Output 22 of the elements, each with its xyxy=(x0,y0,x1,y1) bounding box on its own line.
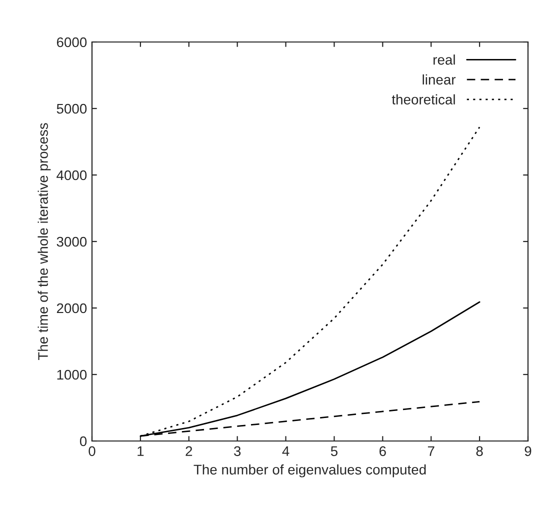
x-tick-label: 3 xyxy=(234,446,241,456)
x-tick-label: 9 xyxy=(524,446,532,456)
legend-label: theoretical xyxy=(392,94,455,104)
legend-label: linear xyxy=(422,74,456,85)
y-tick-label: 1000 xyxy=(57,370,87,380)
y-axis-title: The time of the whole iterative process xyxy=(38,123,51,360)
x-tick-label: 8 xyxy=(476,446,483,456)
y-tick-label: 4000 xyxy=(56,170,87,180)
x-tick-label: 4 xyxy=(282,446,290,456)
legend-label: real xyxy=(434,54,455,65)
x-tick-label: 5 xyxy=(330,446,338,456)
x-tick-label: 6 xyxy=(380,446,386,456)
x-tick-label: 1 xyxy=(138,446,144,456)
y-tick-label: 5000 xyxy=(56,104,87,114)
y-tick-label: 3000 xyxy=(56,236,87,247)
y-tick-label: 2000 xyxy=(56,303,87,314)
y-tick-label: 0 xyxy=(80,436,87,446)
y-tick-label: 6000 xyxy=(56,37,87,48)
x-tick-label: 2 xyxy=(186,446,192,456)
x-tick-label: 0 xyxy=(88,446,96,456)
x-tick-label: 7 xyxy=(428,446,434,456)
x-axis-title: The number of eigenvalues computed xyxy=(194,464,426,478)
